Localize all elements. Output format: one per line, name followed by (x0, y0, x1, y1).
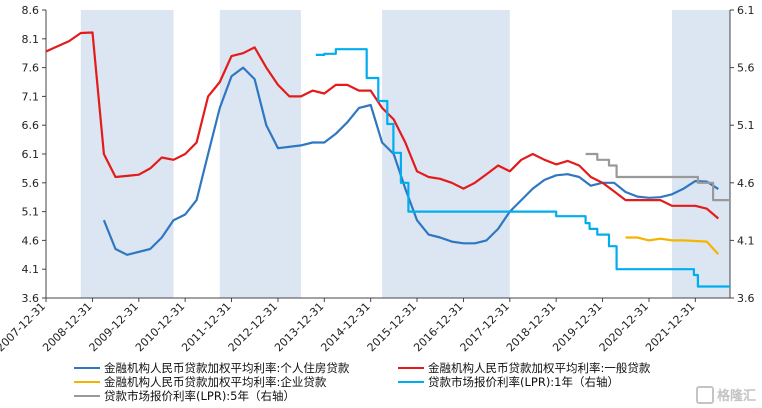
right-tick-label: 4.6 (737, 177, 755, 190)
chart-legend: 金融机构人民币贷款加权平均利率:个人住房贷款 金融机构人民币贷款加权平均利率:一… (0, 352, 762, 408)
left-tick-label: 5.1 (22, 206, 40, 219)
legend-swatch (74, 380, 100, 384)
legend-label: 金融机构人民币贷款加权平均利率:企业贷款 (104, 375, 327, 389)
series-line-4 (585, 152, 730, 202)
legend-item-enterprise: 金融机构人民币贷款加权平均利率:企业贷款 (74, 374, 326, 390)
right-tick-label: 5.6 (737, 62, 755, 75)
shaded-period (80, 10, 174, 298)
legend-swatch (398, 366, 424, 370)
right-tick-label: 4.1 (737, 234, 755, 247)
watermark-logo-icon (695, 385, 714, 404)
shaded-period (382, 10, 510, 298)
legend-item-general: 金融机构人民币贷款加权平均利率:一般贷款 (398, 360, 650, 376)
left-tick-label: 4.1 (22, 263, 40, 276)
right-tick-label: 6.1 (737, 4, 755, 17)
legend-item-lpr-1y: 贷款市场报价利率(LPR):1年（右轴） (398, 374, 619, 390)
shaded-periods (80, 10, 730, 298)
legend-swatch (74, 394, 100, 398)
right-tick-label: 3.6 (737, 292, 755, 305)
series-lines (45, 31, 730, 288)
left-tick-label: 8.1 (22, 33, 40, 46)
legend-label: 金融机构人民币贷款加权平均利率:一般贷款 (428, 361, 651, 375)
series-line-1 (45, 31, 720, 220)
left-tick-label: 7.6 (22, 62, 40, 75)
legend-swatch (398, 380, 424, 384)
watermark: 格隆汇 (695, 385, 756, 404)
left-tick-label: 3.6 (22, 292, 40, 305)
left-tick-label: 6.6 (22, 119, 40, 132)
legend-swatch (74, 366, 100, 370)
legend-item-housing: 金融机构人民币贷款加权平均利率:个人住房贷款 (74, 360, 349, 376)
watermark-text: 格隆汇 (716, 389, 756, 404)
legend-label: 贷款市场报价利率(LPR):5年（右轴） (104, 389, 295, 403)
series-line-3 (315, 48, 730, 288)
legend-item-lpr-5y: 贷款市场报价利率(LPR):5年（右轴） (74, 388, 295, 404)
left-tick-label: 6.1 (22, 148, 40, 161)
left-tick-label: 8.6 (22, 4, 40, 17)
legend-label: 贷款市场报价利率(LPR):1年（右轴） (428, 375, 619, 389)
chart-axes (42, 9, 734, 302)
shaded-period (671, 10, 730, 298)
series-line-0 (102, 66, 719, 256)
left-tick-label: 7.1 (22, 90, 40, 103)
series-line-2 (625, 236, 720, 255)
left-tick-label: 5.6 (22, 177, 40, 190)
x-tick-label: 2021-12-31 (643, 300, 697, 354)
shaded-period (219, 10, 301, 298)
right-tick-label: 5.1 (737, 119, 755, 132)
left-tick-label: 4.6 (22, 234, 40, 247)
legend-label: 金融机构人民币贷款加权平均利率:个人住房贷款 (104, 361, 350, 375)
